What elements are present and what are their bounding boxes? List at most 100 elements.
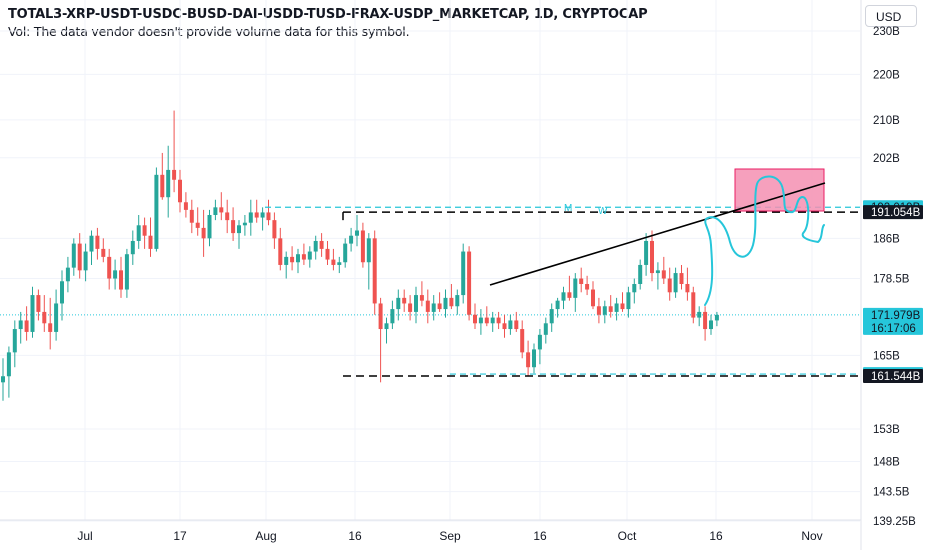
candle bbox=[449, 284, 454, 310]
candle bbox=[290, 246, 295, 271]
candle-body bbox=[591, 289, 595, 307]
candle bbox=[6, 346, 11, 398]
candle bbox=[644, 233, 649, 276]
candle bbox=[579, 267, 584, 293]
candle bbox=[378, 297, 383, 383]
candle bbox=[626, 286, 631, 318]
candle-body bbox=[455, 295, 460, 307]
candle-body bbox=[697, 311, 702, 318]
chart-subtitle: Vol: The data vendor doesn't provide vol… bbox=[8, 24, 410, 39]
candle bbox=[408, 295, 413, 321]
candle bbox=[608, 295, 613, 318]
candle-body bbox=[266, 212, 271, 221]
candle bbox=[65, 256, 70, 293]
candle-body bbox=[484, 317, 489, 324]
candle-body bbox=[207, 214, 212, 239]
candle bbox=[620, 292, 625, 312]
candle-body bbox=[496, 317, 501, 324]
candle-body bbox=[378, 303, 383, 330]
candle-body bbox=[402, 297, 407, 304]
candle bbox=[443, 289, 448, 318]
price-tag: 161.544B bbox=[863, 368, 923, 383]
candle bbox=[561, 286, 566, 310]
candle bbox=[284, 251, 289, 279]
candle bbox=[520, 320, 525, 359]
candle-body bbox=[260, 212, 265, 218]
candle-body bbox=[113, 270, 118, 279]
candle bbox=[213, 199, 218, 221]
candle-body bbox=[1, 376, 5, 383]
candle-body bbox=[650, 240, 654, 274]
price-tag-bg bbox=[863, 307, 923, 335]
candle bbox=[467, 246, 472, 321]
candle bbox=[195, 207, 200, 236]
price-tag-bg bbox=[863, 367, 923, 382]
candle-body bbox=[142, 225, 147, 236]
candle bbox=[496, 311, 501, 330]
candle bbox=[585, 275, 590, 296]
candle bbox=[307, 246, 312, 268]
candle-body bbox=[65, 267, 70, 282]
candle-body bbox=[490, 317, 495, 324]
candle-body bbox=[319, 240, 324, 249]
candle bbox=[142, 217, 147, 249]
candle-body bbox=[42, 311, 47, 324]
candle-body bbox=[632, 284, 637, 293]
candle-body bbox=[107, 256, 112, 279]
candle bbox=[231, 207, 236, 241]
candle-body bbox=[296, 254, 300, 263]
candle-body bbox=[655, 270, 660, 274]
candle bbox=[12, 320, 17, 368]
highlight-box bbox=[734, 168, 825, 212]
candle bbox=[461, 243, 466, 304]
candle bbox=[237, 220, 241, 249]
candle bbox=[225, 199, 230, 234]
candle-body bbox=[195, 222, 200, 228]
candle bbox=[343, 238, 348, 268]
candle-body bbox=[473, 314, 477, 324]
price-tag-bg bbox=[863, 200, 923, 215]
candle-body bbox=[248, 212, 253, 223]
candle-body bbox=[166, 169, 171, 198]
candle-body bbox=[337, 262, 342, 265]
candle-body bbox=[366, 238, 371, 263]
price-tag-label: 192.019B bbox=[871, 202, 921, 214]
candle-body bbox=[254, 212, 259, 218]
candle bbox=[372, 230, 377, 315]
candles bbox=[1, 110, 719, 401]
candle bbox=[419, 281, 424, 307]
currency-selector-button[interactable]: USD bbox=[865, 5, 917, 27]
candle bbox=[296, 248, 300, 274]
projection-path bbox=[704, 175, 825, 306]
candle-body bbox=[331, 259, 336, 265]
candle bbox=[614, 297, 619, 321]
candle bbox=[107, 248, 112, 290]
price-tag-label: 171.979B bbox=[871, 310, 921, 322]
candle bbox=[183, 192, 188, 218]
candle bbox=[1, 358, 5, 401]
y-axis-labels: 230B220B210B202B186B178.5B165B153B148B14… bbox=[873, 26, 916, 528]
candle bbox=[537, 329, 542, 365]
rising-trendline bbox=[489, 182, 826, 286]
candle-body bbox=[130, 240, 135, 255]
candle-body bbox=[661, 270, 666, 279]
candle bbox=[473, 303, 477, 330]
candle bbox=[355, 214, 359, 247]
candle-body bbox=[89, 235, 94, 252]
x-tick-label: 16 bbox=[348, 529, 362, 543]
y-tick-label: 153B bbox=[873, 424, 900, 436]
candle-body bbox=[532, 349, 536, 368]
candle-body bbox=[231, 220, 236, 234]
candle-body bbox=[431, 303, 436, 312]
candle bbox=[260, 207, 265, 231]
candle-body bbox=[638, 264, 643, 285]
candle-body bbox=[12, 329, 17, 353]
candle bbox=[30, 286, 35, 338]
candle-body bbox=[6, 352, 11, 377]
candle-body bbox=[219, 207, 224, 213]
candle bbox=[148, 217, 153, 257]
y-tick-label: 178.5B bbox=[873, 274, 910, 286]
candle-body bbox=[414, 295, 418, 312]
